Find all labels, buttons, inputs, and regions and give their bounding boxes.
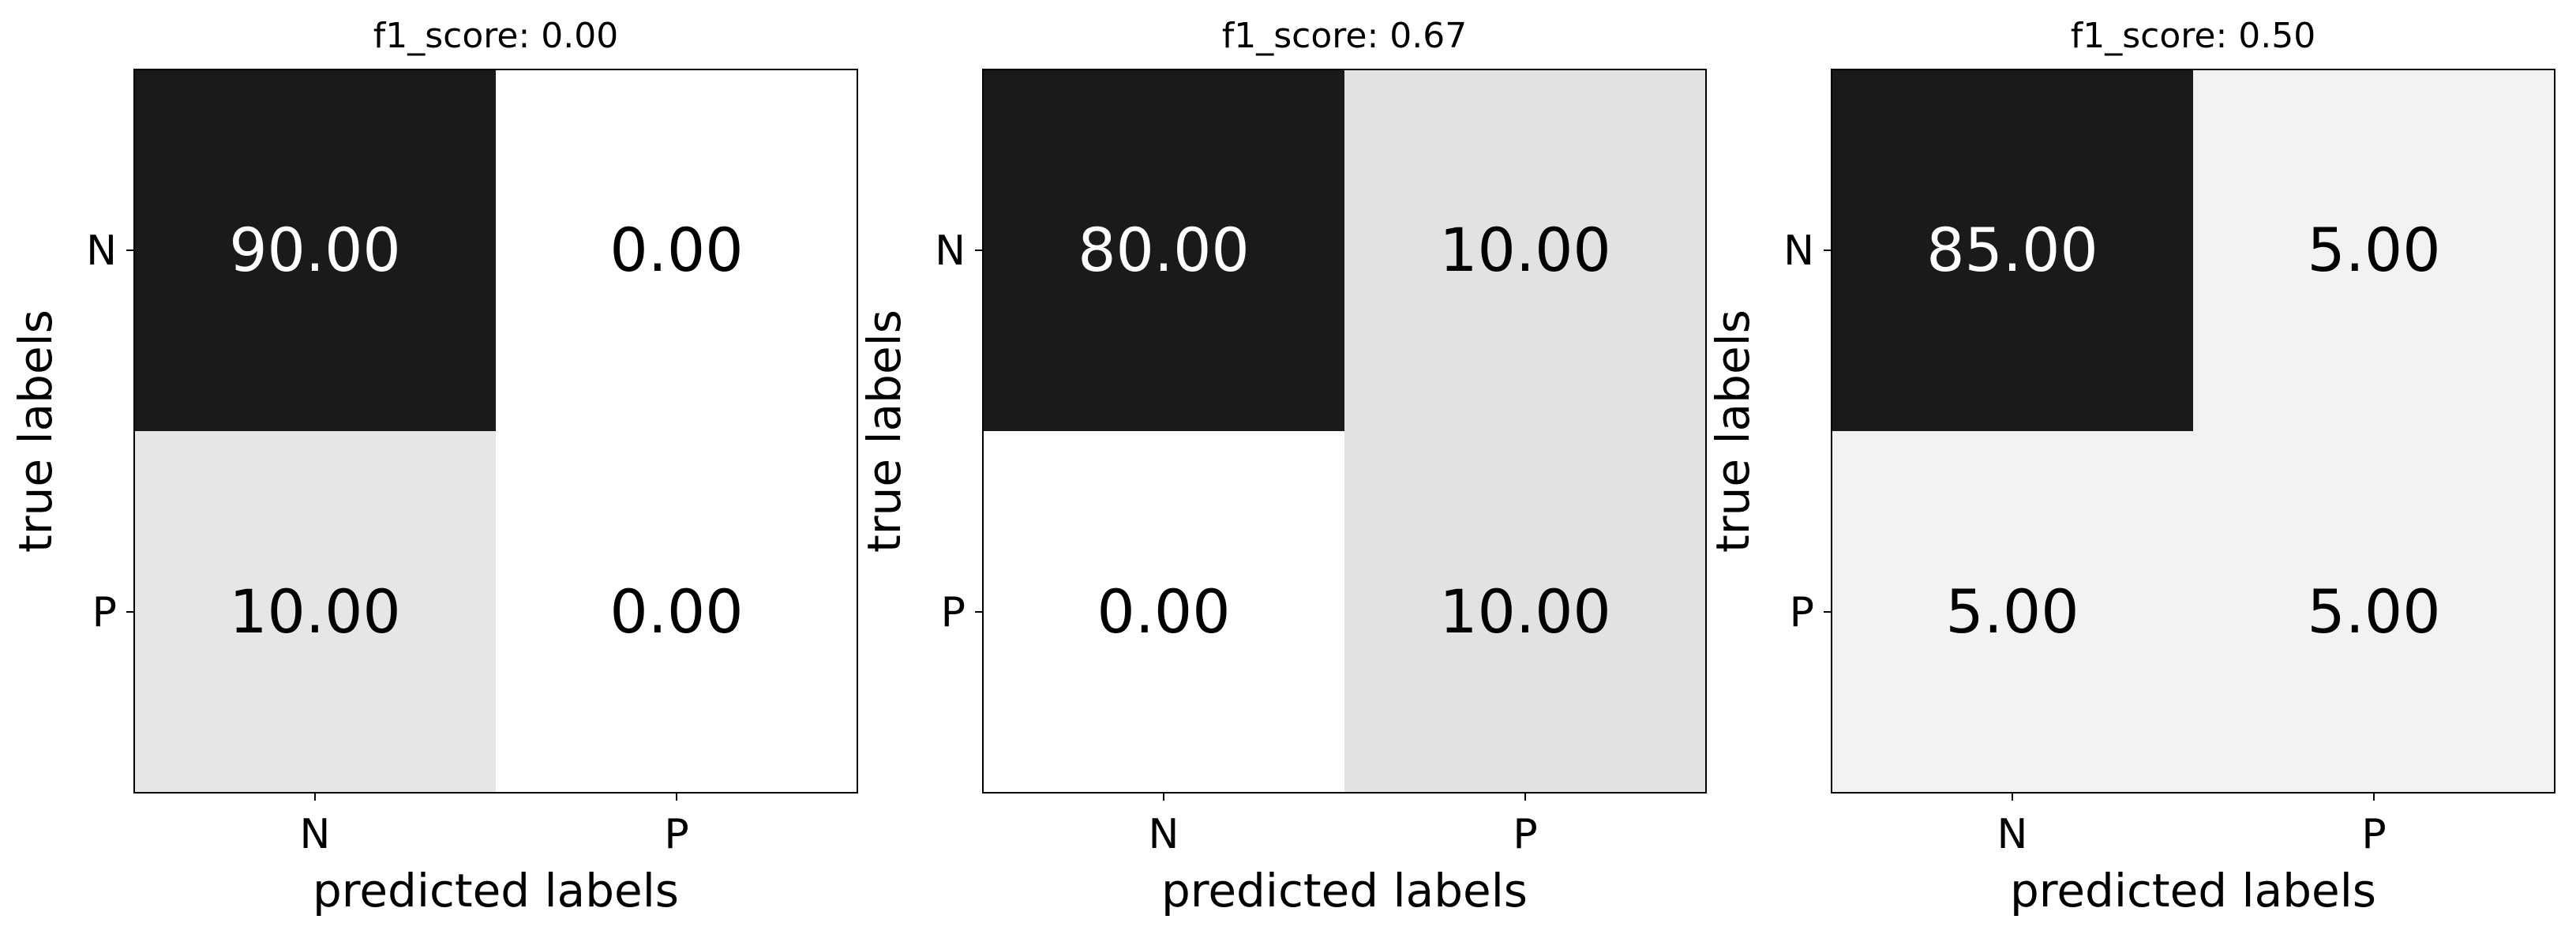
y-tick-label: N [86,227,117,275]
heatmap-cell [983,431,1344,793]
cell-value-label: 5.00 [1945,576,2079,647]
heatmap-cell [983,69,1344,431]
y-axis-label: true labels [9,310,62,553]
plot-title: f1_score: 0.67 [1222,16,1468,56]
y-tick-label: N [1783,227,1814,275]
heatmap-cell [1344,69,1706,431]
x-tick-label: P [664,811,688,858]
cell-value-label: 80.00 [1078,215,1250,285]
confusion-matrix-panel-3: 85.00 5.00 5.00 5.00 f1_score: 0.50 N P N Ppredi… [1706,16,2555,917]
x-axis-label: predicted labels [313,864,679,917]
plot-title: f1_score: 0.00 [373,16,619,56]
cell-value-label: 5.00 [2307,576,2440,647]
cell-value-label: 90.00 [229,215,401,285]
x-tick-label: P [2361,811,2386,858]
y-tick-label: P [941,589,966,636]
heatmap-cell [1832,431,2193,793]
heatmap-cell [1832,69,2193,431]
heatmap-cell [134,431,496,793]
plot-frame [1831,69,2555,794]
plot-title: f1_score: 0.50 [2071,16,2316,56]
confusion-matrix-panel-2: 80.00 10.00 0.00 10.00 f1_score: 0.67 N P N Ppre… [857,16,1707,917]
plot-frame [982,69,1707,794]
cell-value-label: 0.00 [1097,576,1230,647]
x-axis-label: predicted labels [2010,864,2376,917]
heatmap-cell [2193,69,2555,431]
x-tick-label: P [1513,811,1537,858]
y-axis-label: true labels [857,310,911,553]
confusion-matrix-panel-1: 90.00 0.00 10.00 0.00 f1_score: 0.00 N P N Ppred… [9,16,858,917]
cell-value-label: 10.00 [1439,215,1611,285]
y-tick-label: P [1790,589,1814,636]
cell-value-label: 0.00 [609,576,743,647]
x-tick-label: N [300,811,331,858]
plot-frame [133,69,858,794]
heatmap-cell [134,69,496,431]
y-tick-label: N [935,227,966,275]
heatmap-cell [1344,431,1706,793]
cell-value-label: 5.00 [2307,215,2440,285]
cell-value-label: 10.00 [1439,576,1611,647]
x-tick-label: N [1997,811,2028,858]
x-tick-label: N [1149,811,1179,858]
heatmap-cell [496,69,857,431]
cell-value-label: 0.00 [609,215,743,285]
cell-value-label: 10.00 [229,576,401,647]
y-tick-label: P [92,589,117,636]
heatmap-cell [2193,431,2555,793]
y-axis-label: true labels [1706,310,1760,553]
cell-value-label: 85.00 [1926,215,2098,285]
heatmap-cell [496,431,857,793]
x-axis-label: predicted labels [1161,864,1528,917]
